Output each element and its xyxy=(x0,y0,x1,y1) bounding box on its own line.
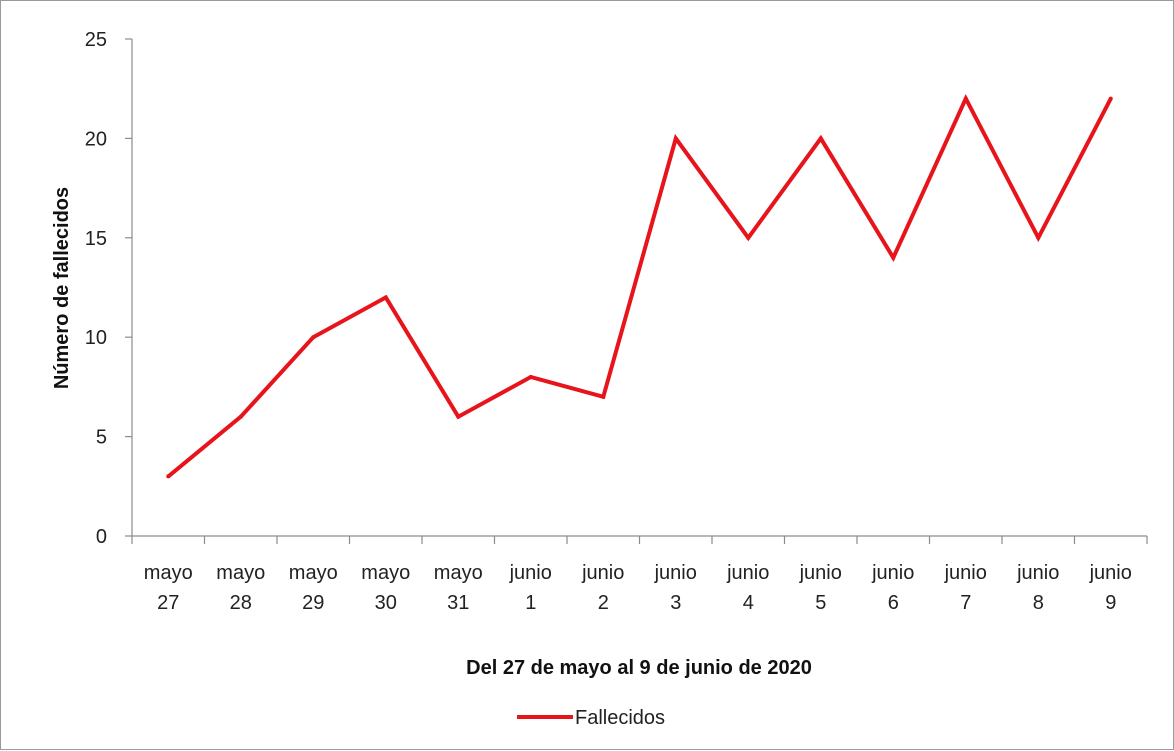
x-tick-label-line: mayo xyxy=(289,562,338,584)
x-tick-label: mayo 27 xyxy=(144,562,193,614)
x-tick-label-line: 31 xyxy=(447,592,469,614)
legend-label: Fallecidos xyxy=(575,707,665,729)
y-tick-label: 20 xyxy=(85,128,107,150)
x-tick-label-line: 7 xyxy=(960,592,971,614)
x-tick-label-line: junio xyxy=(799,562,842,584)
data-point xyxy=(601,394,606,399)
data-point xyxy=(528,374,533,379)
axes xyxy=(131,39,1147,537)
x-tick-label-line: mayo xyxy=(434,562,483,584)
x-tick-label: junio 7 xyxy=(944,562,987,614)
x-tick-label-line: mayo xyxy=(361,562,410,584)
y-axis-title: Número de fallecidos xyxy=(51,187,73,389)
data-point xyxy=(238,414,243,419)
data-point xyxy=(818,136,823,141)
data-point xyxy=(383,295,388,300)
x-tick-label: junio 8 xyxy=(1016,562,1059,614)
y-tick-label: 5 xyxy=(96,427,107,449)
x-tick-label-line: junio xyxy=(509,562,552,584)
x-tick-label-line: mayo xyxy=(216,562,265,584)
x-tick-label: mayo 31 xyxy=(434,562,483,614)
x-axis-title: Del 27 de mayo al 9 de junio de 2020 xyxy=(466,657,812,679)
x-tick-label-line: junio xyxy=(1016,562,1059,584)
x-tick-label: junio 1 xyxy=(509,562,552,614)
x-tick-label-line: 3 xyxy=(670,592,681,614)
data-point xyxy=(746,235,751,240)
data-point xyxy=(673,136,678,141)
y-tick-label: 15 xyxy=(85,228,107,250)
x-tick-label-line: 29 xyxy=(302,592,324,614)
x-tick-label: mayo 30 xyxy=(361,562,410,614)
x-tick-label: mayo 28 xyxy=(216,562,265,614)
data-point xyxy=(456,414,461,419)
data-point xyxy=(166,474,171,479)
x-tick-label-line: junio xyxy=(581,562,624,584)
y-tick-label: 10 xyxy=(85,327,107,349)
x-tick-label-line: 1 xyxy=(525,592,536,614)
x-tick-label-line: 4 xyxy=(743,592,754,614)
x-tick-label-line: 9 xyxy=(1105,592,1116,614)
x-tick-label-line: junio xyxy=(1089,562,1132,584)
y-tick-label: 25 xyxy=(85,29,107,51)
y-ticks: 0 5 10 15 20 25 xyxy=(85,29,132,548)
x-tick-label: junio 2 xyxy=(581,562,624,614)
x-tick-label: junio 4 xyxy=(726,562,769,614)
legend: Fallecidos xyxy=(517,707,665,729)
data-point xyxy=(963,96,968,101)
x-tick-label-line: junio xyxy=(654,562,697,584)
series-group xyxy=(166,94,1113,479)
x-tick-label-line: 2 xyxy=(598,592,609,614)
x-tick-label-line: 28 xyxy=(230,592,252,614)
x-tick-label-line: mayo xyxy=(144,562,193,584)
x-tick-label-line: 8 xyxy=(1033,592,1044,614)
x-tick-label-line: junio xyxy=(871,562,914,584)
y-tick-label: 0 xyxy=(96,526,107,548)
x-tick-label: mayo 29 xyxy=(289,562,338,614)
data-point xyxy=(891,255,896,260)
x-tick-label-line: junio xyxy=(944,562,987,584)
x-tick-label: junio 3 xyxy=(654,562,697,614)
x-tick-label: junio 5 xyxy=(799,562,842,614)
data-point xyxy=(1036,235,1041,240)
x-tick-label-line: junio xyxy=(726,562,769,584)
x-tick-label: junio 9 xyxy=(1089,562,1132,614)
series-line-fallecidos xyxy=(167,94,1113,478)
data-point xyxy=(311,335,316,340)
x-tick-label-line: 27 xyxy=(157,592,179,614)
x-tick-label: junio 6 xyxy=(871,562,914,614)
x-tick-label-line: 30 xyxy=(375,592,397,614)
x-tick-label-line: 6 xyxy=(888,592,899,614)
x-tick-label-line: 5 xyxy=(815,592,826,614)
data-point xyxy=(1108,96,1113,101)
